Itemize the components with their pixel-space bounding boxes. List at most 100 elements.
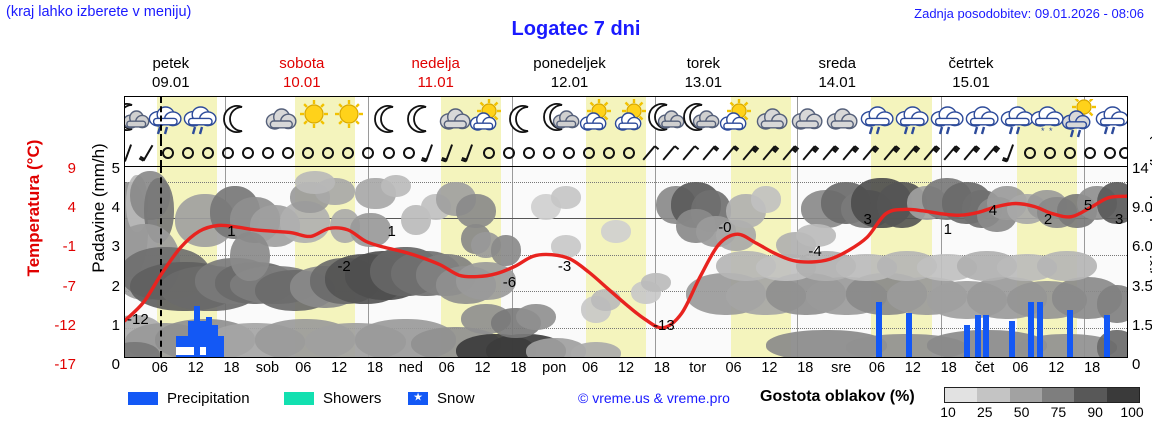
wind-barb-icon [356, 141, 380, 165]
temperature-value-label: -2 [337, 258, 351, 276]
day-date: 15.01 [952, 74, 990, 91]
legend-label-showers: Showers [323, 389, 382, 407]
wind-barb-icon [136, 141, 160, 165]
legend-label-snow: Snow [437, 389, 475, 407]
wind-barb-icon [336, 141, 360, 165]
wind-barb-icon [797, 141, 821, 165]
wind-barb-icon [637, 141, 661, 165]
snow-marker-icon [188, 347, 195, 355]
precipitation-bar [875, 301, 882, 357]
weather-icon-cloud-rain [181, 99, 219, 139]
wind-barb-icon [938, 141, 962, 165]
weather-icon-moon-cloud [542, 99, 580, 139]
wind-barb-icon [557, 141, 581, 165]
snow-marker-icon [182, 347, 189, 355]
weather-icon-cloud-rain [893, 99, 931, 139]
day-separator-5 [940, 140, 942, 166]
temperature-tick: -7 [62, 277, 76, 295]
day-separator-1 [368, 140, 370, 166]
wind-barb-icon [296, 141, 320, 165]
cloud-density-blob [350, 212, 391, 247]
night-band-3 [585, 140, 647, 166]
cloud-density-blob [1096, 182, 1127, 224]
temperature-value-label: -0 [718, 219, 732, 237]
grid-line-1 [125, 218, 1127, 220]
temperature-value-label: 4 [988, 202, 998, 220]
wind-barb-icon [757, 141, 781, 165]
temperature-value-label: -6 [502, 274, 517, 292]
last-update-text: Zadnja posodobitev: 09.01.2026 - 08:06 [914, 6, 1144, 21]
weather-icon-moon [367, 99, 405, 139]
temperature-value-label: 1 [227, 223, 236, 241]
day-separator-1 [368, 97, 370, 140]
wind-barb-icon [777, 141, 801, 165]
cloud-density-swatch [1106, 388, 1139, 402]
precipitation-bar [1008, 320, 1015, 357]
cloud-density-colorbar-ticks: 10 25 50 75 90 100 [940, 404, 1144, 422]
weather-icon-moon-cloud [125, 99, 150, 139]
wind-barb-icon [737, 141, 761, 165]
time-tick-label: 12 [617, 360, 635, 376]
weather-icon-cloud [435, 99, 473, 139]
day-header-3: ponedeljek 12.01 [495, 54, 645, 92]
time-tick-label: 12 [331, 360, 348, 376]
day-name: četrtek [948, 55, 994, 72]
day-name: sreda [818, 55, 856, 72]
wind-barb-icon [1098, 141, 1122, 165]
wind-barb-icon [497, 141, 521, 165]
night-band-2 [440, 140, 501, 166]
time-tick-label: 06 [725, 360, 742, 376]
cloud-density-blob [570, 341, 621, 357]
meteogram-plot: -12 1 -2 1 -6 -3 -13 -0 -4 3 1 4 2 5 3 [124, 166, 1128, 358]
temperature-value-label: 3 [1114, 210, 1124, 228]
weather-icon-cloud-rain [998, 99, 1036, 139]
precipitation-bar [1027, 301, 1034, 357]
menu-hint-text: (kraj lahko izberete v meniju) [6, 4, 192, 20]
temperature-value-label: -13 [653, 317, 675, 335]
time-tick-label: 06 [868, 360, 886, 376]
wind-barb-icon [477, 141, 501, 165]
cloud-density-swatch [1041, 388, 1075, 402]
wind-barb-icon [978, 141, 1002, 165]
grid-line-4 [125, 327, 1127, 329]
temperature-tick: -17 [54, 356, 76, 373]
snow-marker-icon [176, 347, 183, 355]
legend-label-precipitation: Precipitation [167, 389, 250, 407]
cloud-density-tick: 25 [977, 404, 993, 420]
night-band-5 [871, 140, 932, 166]
legend-item-snow: Snow [408, 388, 475, 408]
precipitation-axis-label: Padavine (mm/h) [89, 143, 108, 273]
temperature-tick: -12 [54, 316, 76, 334]
day-header-0: petek 09.01 [96, 54, 246, 92]
legend-item-precipitation: Precipitation [128, 388, 250, 408]
temperature-tick: 9 [67, 160, 76, 177]
precipitation-tick: 3 [111, 238, 120, 256]
cloud-density-blob [490, 235, 521, 266]
weather-icon-moon [216, 99, 254, 139]
temperature-value-label: 1 [943, 221, 952, 239]
cloud-density-swatch [1009, 388, 1042, 402]
cloud-density-swatch [1074, 388, 1107, 402]
weather-icon-moon [502, 99, 540, 139]
time-tick-label: 06 [151, 360, 168, 376]
wind-barb-icon [597, 141, 621, 165]
time-tick-label: 18 [1084, 360, 1101, 376]
cloud-density-tick: 75 [1050, 404, 1067, 420]
wind-barb-icon [216, 141, 240, 165]
wind-barb-icon [256, 141, 280, 165]
wind-barb-icon [517, 141, 541, 165]
copyright-text: © vreme.us & vreme.pro [578, 390, 730, 406]
weather-icon-sun [331, 99, 369, 139]
weather-icon-cloud-rain [963, 99, 1001, 139]
precipitation-bar [963, 324, 970, 357]
weather-icon-moon-cloud [682, 99, 720, 139]
temperature-tick: -1 [62, 238, 76, 256]
current-time-line [160, 167, 163, 357]
wind-barb-icon [958, 141, 982, 165]
temperature-tick: 4 [67, 199, 76, 217]
wind-barb-icon [697, 141, 721, 165]
cloud-density-swatch [977, 388, 1010, 402]
day-date: 12.01 [550, 74, 589, 91]
time-tick-label: 12 [761, 360, 778, 376]
weather-icon-sun-cloud [717, 99, 755, 139]
